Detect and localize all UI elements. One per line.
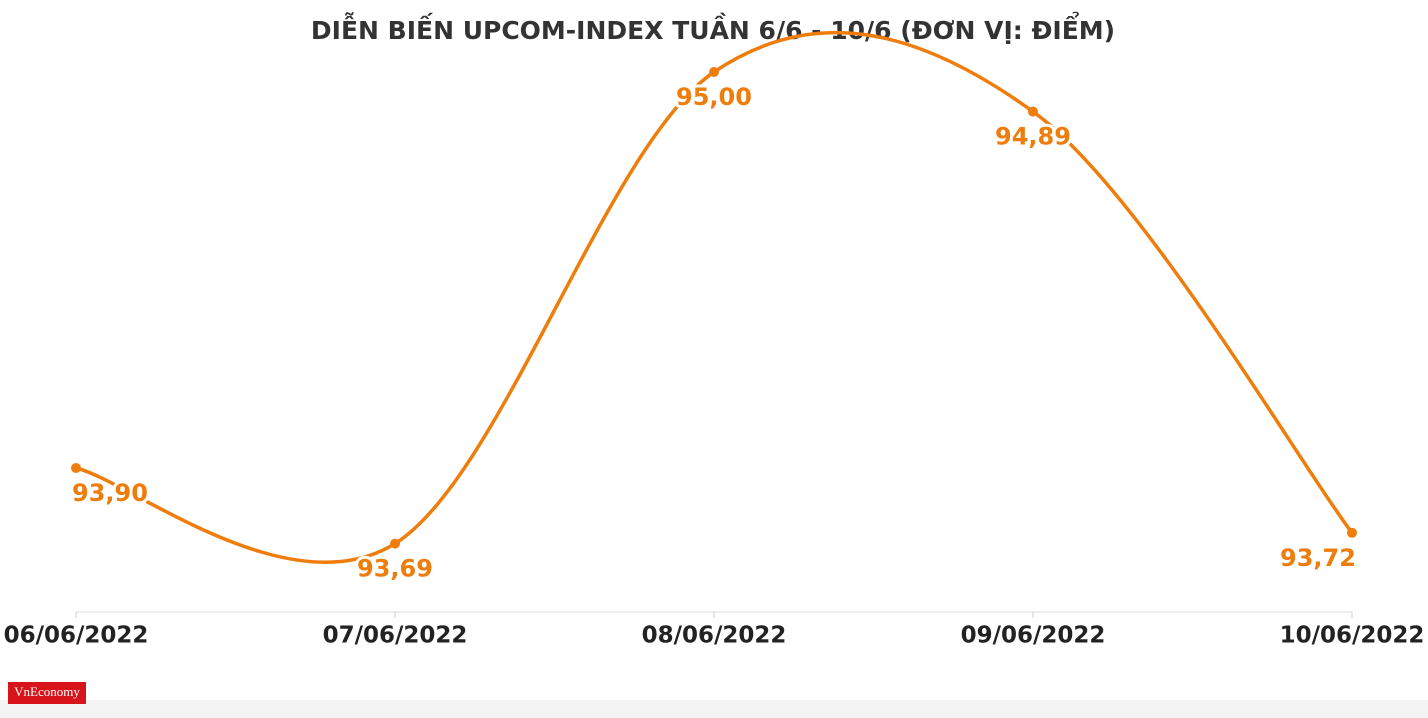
x-tick-label: 09/06/2022 — [961, 623, 1106, 649]
point — [1347, 527, 1357, 538]
value-label: 95,00 — [676, 83, 752, 111]
point — [1028, 106, 1038, 117]
logo-box — [8, 682, 86, 704]
logo: VnEconomy — [14, 684, 80, 699]
footer-band — [0, 700, 1428, 718]
point — [709, 67, 719, 77]
value-label: 93,72 — [1280, 544, 1356, 572]
x-tick-label: 08/06/2022 — [642, 623, 787, 649]
value-label: 93,90 — [72, 479, 148, 507]
x-tick-label: 06/06/2022 — [4, 623, 149, 649]
point — [71, 463, 81, 473]
x-tick-label: 07/06/2022 — [323, 623, 468, 649]
point — [390, 538, 400, 549]
x-tick-label: 10/06/2022 — [1280, 623, 1425, 649]
line — [75, 30, 1354, 565]
chart-title: DIỄN BIẾN UPCOM-INDEX TUẦN 6/6 - 10/6 (Đ… — [311, 11, 1115, 45]
value-label: 93,69 — [357, 555, 433, 583]
value-label: 94,89 — [995, 123, 1071, 151]
